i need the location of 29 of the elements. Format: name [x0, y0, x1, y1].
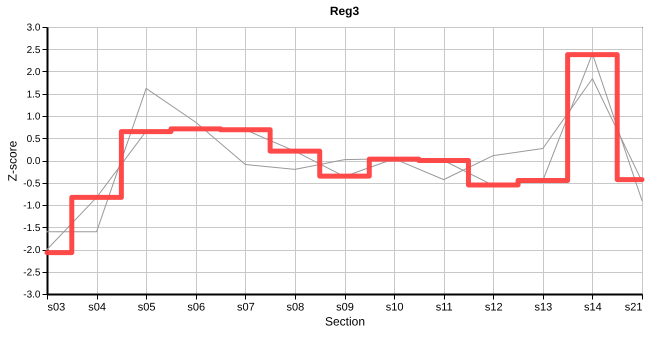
x-tick-label: s12: [484, 302, 503, 314]
y-tick-label: 0.0: [26, 156, 41, 167]
y-tick-label: -2.5: [23, 267, 41, 278]
x-tick-label: s21: [624, 302, 642, 314]
y-tick-label: -3.0: [23, 290, 41, 300]
y-tick-label: 3.0: [26, 22, 41, 34]
x-tick-label: s14: [584, 302, 602, 314]
x-axis-title: Section: [324, 314, 366, 328]
x-tick-label: s03: [48, 302, 66, 314]
y-tick-label: -0.5: [23, 178, 41, 190]
y-axis-title: Z-score: [5, 140, 20, 182]
y-tick-label: -1.5: [23, 222, 41, 234]
y-tick-label: 1.0: [26, 112, 41, 122]
y-tick-label: 0.5: [26, 134, 41, 145]
y-tick-label: 2.5: [26, 44, 41, 56]
x-tick-label: s05: [138, 302, 156, 314]
x-tick-label: s07: [236, 302, 255, 314]
y-tick-label: -1.0: [23, 200, 41, 212]
x-tick-label: s11: [436, 302, 453, 314]
x-tick-label: s08: [286, 302, 304, 314]
y-tick-label: 1.5: [26, 89, 41, 100]
x-tick-label: s10: [386, 302, 404, 314]
chart-title: Reg3: [330, 4, 360, 18]
x-tick-label: s06: [187, 302, 206, 314]
x-tick-label: s04: [88, 302, 106, 314]
y-tick-label: -2.0: [23, 245, 41, 256]
x-tick-label: s13: [534, 302, 552, 314]
y-tick-label: 2.0: [26, 67, 41, 78]
x-tick-label: s09: [336, 302, 354, 314]
